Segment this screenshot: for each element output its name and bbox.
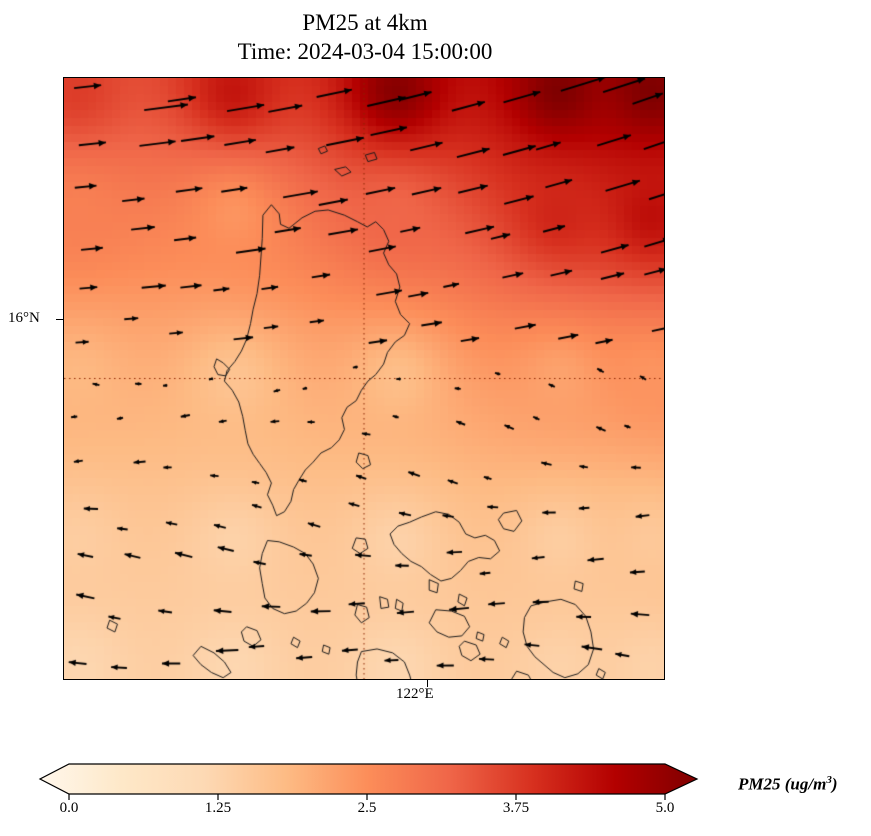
figure-title: PM25 at 4km Time: 2024-03-04 15:00:00 [0,8,730,67]
colorbar-tick-1: 1.25 [204,800,232,816]
longitude-tick-mark [426,680,428,687]
colorbar-title-close: ) [831,774,838,794]
colorbar-tick-4: 5.0 [655,800,675,816]
colorbar-tick-3: 3.75 [502,800,530,816]
colorbar-title: PM25 (ug/m3) [738,774,837,795]
latitude-tick-mark [56,318,63,320]
colorbar[interactable]: 0.0 1.25 2.5 3.75 5.0 PM25 (ug/m3) [0,758,871,836]
colorbar-title-main: PM25 (ug/m [738,774,827,794]
map-plot-area[interactable] [63,77,665,680]
colorbar-gradient [38,763,699,800]
latitude-axis-label: 16°N [8,310,40,326]
title-line-variable: PM25 at 4km [302,10,428,35]
colorbar-tick-2: 2.5 [357,800,377,816]
coastline-and-wind-overlay [64,78,664,679]
title-line-time: Time: 2024-03-04 15:00:00 [237,39,493,65]
colorbar-title-exponent: 3 [826,774,832,786]
longitude-axis-label: 122°E [396,686,434,702]
colorbar-tick-0: 0.0 [59,800,79,816]
